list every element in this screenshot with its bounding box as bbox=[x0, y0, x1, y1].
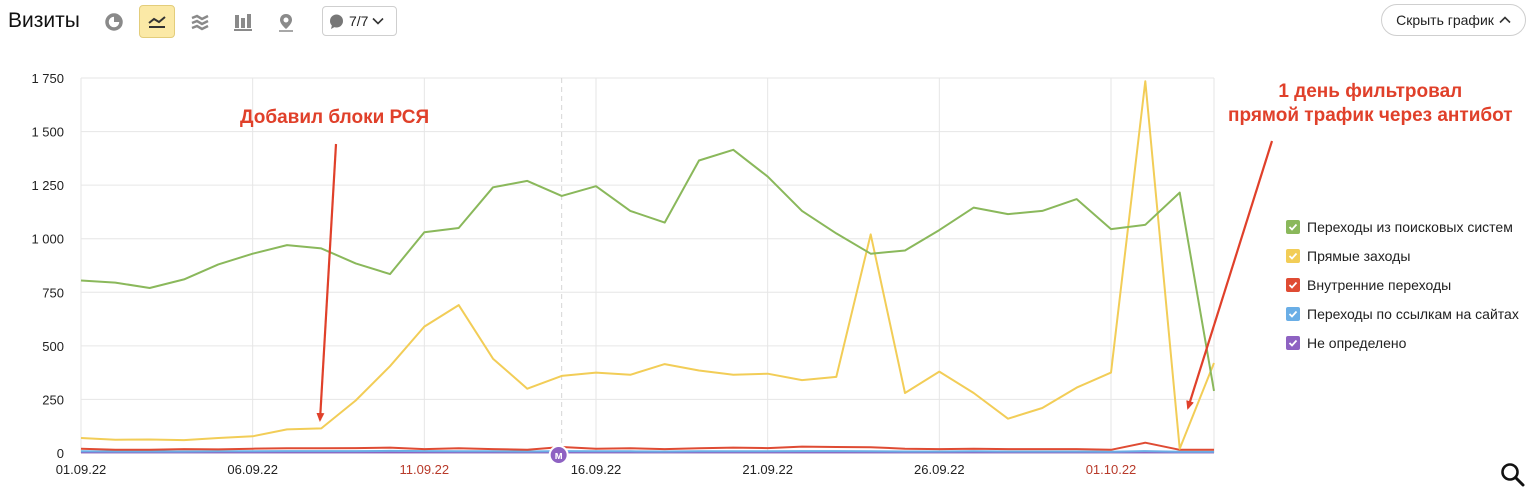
annotation-ads-blocks: Добавил блоки РСЯ bbox=[240, 107, 430, 128]
y-tick-label: 1 500 bbox=[31, 125, 64, 140]
chart-toolbar: Визиты bbox=[0, 0, 1536, 44]
x-tick-label: 01.09.22 bbox=[56, 462, 107, 477]
legend-item[interactable]: Внутренние переходы bbox=[1286, 270, 1519, 299]
legend-item[interactable]: Прямые заходы bbox=[1286, 241, 1519, 270]
area-chart-icon bbox=[191, 14, 209, 30]
x-tick-label: 01.10.22 bbox=[1086, 462, 1137, 477]
map-icon bbox=[279, 13, 293, 32]
annotation-arrow bbox=[316, 143, 338, 422]
event-marker[interactable]: м bbox=[548, 445, 569, 465]
series-line[interactable] bbox=[80, 441, 1214, 451]
legend-item[interactable]: Переходы из поисковых систем bbox=[1286, 212, 1519, 241]
comment-icon bbox=[330, 14, 343, 29]
y-tick-label: 250 bbox=[42, 392, 64, 407]
pie-chart-button[interactable] bbox=[96, 5, 132, 38]
y-tick-label: 500 bbox=[42, 339, 64, 354]
legend-label: Прямые заходы bbox=[1307, 247, 1411, 264]
annotation-arrows bbox=[316, 140, 1274, 422]
legend-item[interactable]: Переходы по ссылкам на сайтах bbox=[1286, 299, 1519, 328]
checkbox-icon[interactable] bbox=[1286, 248, 1300, 263]
hide-chart-label: Скрыть график bbox=[1396, 12, 1494, 28]
area-chart-button[interactable] bbox=[182, 5, 218, 38]
x-tick-label: 06.09.22 bbox=[227, 462, 278, 477]
x-tick-label: 21.09.22 bbox=[742, 462, 793, 477]
x-tick-label: 11.09.22 bbox=[400, 462, 450, 477]
chevron-up-icon bbox=[1499, 16, 1511, 24]
legend-label: Переходы по ссылкам на сайтах bbox=[1307, 305, 1519, 322]
bar-chart-icon bbox=[234, 13, 252, 31]
chart-ticks: 0 250 500 750 1 000 1 250 1 500 1 750 01.09.22 06… bbox=[31, 71, 1136, 477]
bar-chart-button[interactable] bbox=[225, 5, 261, 38]
chart-legend: Переходы из поисковых систем Прямые заход… bbox=[1286, 212, 1519, 357]
y-tick-label: 1 250 bbox=[31, 178, 64, 193]
chart-grid bbox=[80, 77, 1215, 454]
checkbox-icon[interactable] bbox=[1286, 335, 1300, 350]
series-line[interactable] bbox=[80, 148, 1215, 392]
annotation-antibot-line-1: 1 день фильтровал bbox=[1278, 81, 1463, 102]
annotation-antibot-line-2: прямой трафик через антибот bbox=[1228, 105, 1513, 126]
line-chart-icon bbox=[148, 15, 166, 28]
series-selector-value: 7/7 bbox=[349, 13, 369, 29]
y-tick-label: 1 750 bbox=[31, 71, 64, 86]
x-tick-label: 26.09.22 bbox=[914, 462, 965, 477]
annotation-antibot: 1 день фильтровал прямой трафик через ан… bbox=[1228, 80, 1513, 128]
legend-label: Не определено bbox=[1307, 334, 1407, 351]
y-tick-label: 750 bbox=[42, 285, 64, 300]
pie-chart-icon bbox=[105, 12, 123, 31]
checkbox-icon[interactable] bbox=[1286, 277, 1300, 292]
map-button[interactable] bbox=[268, 5, 304, 38]
visits-line-chart: 0 250 500 750 1 000 1 250 1 500 1 750 01.09.22 06… bbox=[31, 71, 1274, 477]
checkbox-icon[interactable] bbox=[1286, 219, 1300, 234]
search-icon bbox=[1501, 463, 1525, 487]
legend-label: Внутренние переходы bbox=[1307, 276, 1452, 293]
checkbox-icon[interactable] bbox=[1286, 306, 1300, 321]
y-tick-label: 1 000 bbox=[31, 232, 64, 247]
legend-item[interactable]: Не определено bbox=[1286, 328, 1519, 357]
series-line[interactable] bbox=[80, 80, 1215, 450]
page-title: Визиты bbox=[8, 9, 80, 32]
y-tick-label: 0 bbox=[57, 446, 64, 461]
chevron-down-icon bbox=[372, 17, 385, 25]
hide-chart-button[interactable]: Скрыть график bbox=[1381, 4, 1526, 36]
legend-label: Переходы из поисковых систем bbox=[1307, 218, 1513, 235]
annotation-arrow bbox=[1186, 140, 1274, 410]
line-chart-button[interactable] bbox=[139, 5, 175, 38]
series-selector-dropdown[interactable]: 7/7 bbox=[322, 6, 397, 36]
zoom-search-button[interactable] bbox=[1500, 462, 1526, 493]
event-marker-label: м bbox=[555, 450, 563, 462]
series-line[interactable] bbox=[80, 449, 1214, 453]
chart-series bbox=[80, 80, 1215, 454]
x-tick-label: 16.09.22 bbox=[571, 462, 622, 477]
